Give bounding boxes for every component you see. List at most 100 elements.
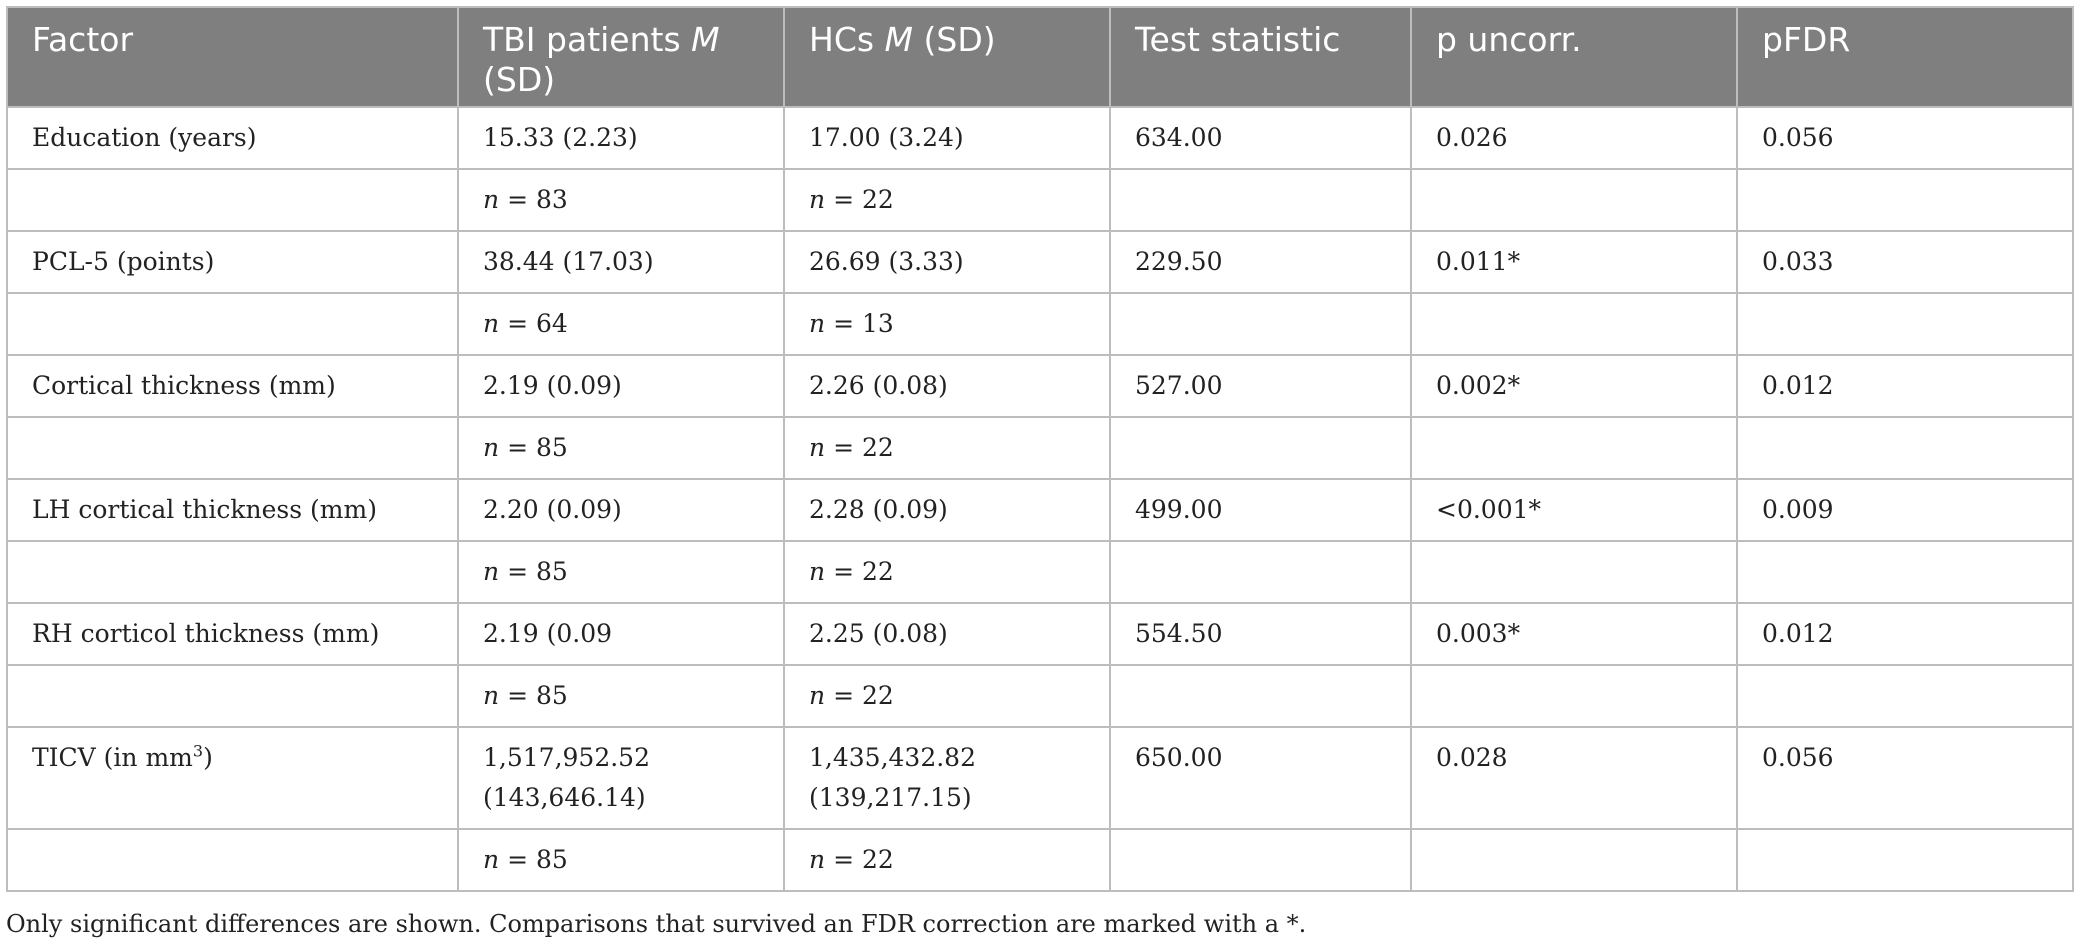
header-hcs-m: M (884, 20, 914, 59)
cell-empty (6, 828, 459, 892)
cell-tbi-n: n = 85 (457, 828, 785, 892)
cell-p-uncorr: 0.003* (1410, 602, 1738, 666)
n-label: n (483, 185, 500, 214)
cell-empty (6, 416, 459, 480)
cell-pfdr: 0.012 (1736, 354, 2074, 418)
n-value: = 22 (833, 845, 894, 874)
n-value: = 22 (833, 433, 894, 462)
header-pfdr: pFDR (1736, 6, 2074, 108)
cell-empty (1410, 168, 1738, 232)
cell-p-uncorr: 0.011* (1410, 230, 1738, 294)
cell-factor: RH corticol thickness (mm) (6, 602, 459, 666)
n-label: n (809, 557, 826, 586)
group-comparison-table: Factor TBI patients M (SD) HCs M (SD) Te… (6, 6, 2074, 892)
table-row: Education (years) 15.33 (2.23) 17.00 (3.… (6, 106, 2074, 170)
n-label: n (809, 309, 826, 338)
n-label: n (483, 433, 500, 462)
cell-p-uncorr: 0.026 (1410, 106, 1738, 170)
cell-empty (1109, 664, 1412, 728)
table-row: TICV (in mm3) 1,517,952.52 (143,646.14) 1… (6, 726, 2074, 830)
cell-empty (6, 540, 459, 604)
n-value: = 85 (507, 433, 568, 462)
cell-empty (6, 168, 459, 232)
cell-pfdr: 0.056 (1736, 106, 2074, 170)
n-value: = 22 (833, 557, 894, 586)
cell-empty (1736, 168, 2074, 232)
results-table-container: Factor TBI patients M (SD) HCs M (SD) Te… (6, 6, 2074, 892)
cell-tbi-mean: 38.44 (17.03) (457, 230, 785, 294)
cell-empty (1410, 292, 1738, 356)
n-value: = 85 (507, 557, 568, 586)
cell-p-uncorr: 0.002* (1410, 354, 1738, 418)
table-row-n: n = 85 n = 22 (6, 540, 2074, 604)
table-row: Cortical thickness (mm) 2.19 (0.09) 2.26… (6, 354, 2074, 418)
cell-tbi-mean: 2.19 (0.09 (457, 602, 785, 666)
n-label: n (809, 845, 826, 874)
cell-test-statistic: 527.00 (1109, 354, 1412, 418)
n-value: = 22 (833, 185, 894, 214)
cell-tbi-mean: 2.20 (0.09) (457, 478, 785, 542)
hcs-mean-line2: (139,217.15) (809, 783, 972, 812)
cell-pfdr: 0.012 (1736, 602, 2074, 666)
n-value: = 85 (507, 845, 568, 874)
cell-tbi-n: n = 85 (457, 416, 785, 480)
table-row: PCL-5 (points) 38.44 (17.03) 26.69 (3.33… (6, 230, 2074, 294)
n-value: = 83 (507, 185, 568, 214)
hcs-mean-line1: 1,435,432.82 (809, 743, 976, 772)
cell-factor: Education (years) (6, 106, 459, 170)
cell-tbi-mean: 1,517,952.52 (143,646.14) (457, 726, 785, 830)
factor-prefix: TICV (in mm (32, 743, 193, 772)
cell-factor: TICV (in mm3) (6, 726, 459, 830)
cell-empty (1410, 828, 1738, 892)
header-hcs-suffix: (SD) (913, 20, 996, 59)
cell-hcs-mean: 26.69 (3.33) (783, 230, 1111, 294)
cell-hcs-n: n = 22 (783, 664, 1111, 728)
tbi-mean-line2: (143,646.14) (483, 783, 646, 812)
n-label: n (483, 309, 500, 338)
header-tbi-suffix: (SD) (483, 60, 556, 99)
cell-tbi-n: n = 85 (457, 664, 785, 728)
cell-test-statistic: 554.50 (1109, 602, 1412, 666)
table-row: LH cortical thickness (mm) 2.20 (0.09) 2… (6, 478, 2074, 542)
table-row-n: n = 85 n = 22 (6, 664, 2074, 728)
cell-hcs-n: n = 22 (783, 540, 1111, 604)
cell-test-statistic: 499.00 (1109, 478, 1412, 542)
header-factor: Factor (6, 6, 459, 108)
table-row-n: n = 85 n = 22 (6, 828, 2074, 892)
n-label: n (809, 433, 826, 462)
cell-hcs-mean: 2.26 (0.08) (783, 354, 1111, 418)
cell-tbi-mean: 2.19 (0.09) (457, 354, 785, 418)
cell-empty (1109, 292, 1412, 356)
cell-pfdr: 0.033 (1736, 230, 2074, 294)
cell-hcs-n: n = 22 (783, 168, 1111, 232)
n-value: = 85 (507, 681, 568, 710)
table-row-n: n = 83 n = 22 (6, 168, 2074, 232)
n-value: = 13 (833, 309, 894, 338)
cell-empty (1736, 664, 2074, 728)
cell-hcs-n: n = 22 (783, 828, 1111, 892)
cell-hcs-n: n = 22 (783, 416, 1111, 480)
table-row-n: n = 64 n = 13 (6, 292, 2074, 356)
cell-tbi-mean: 15.33 (2.23) (457, 106, 785, 170)
table-footnote: Only significant differences are shown. … (6, 910, 1307, 938)
cell-factor: PCL-5 (points) (6, 230, 459, 294)
cell-p-uncorr: <0.001* (1410, 478, 1738, 542)
header-tbi-prefix: TBI patients (483, 20, 692, 59)
n-value: = 22 (833, 681, 894, 710)
cell-factor: LH cortical thickness (mm) (6, 478, 459, 542)
cell-hcs-mean: 1,435,432.82 (139,217.15) (783, 726, 1111, 830)
cell-empty (1736, 828, 2074, 892)
cell-empty (1109, 828, 1412, 892)
header-tbi-patients: TBI patients M (SD) (457, 6, 785, 108)
cell-empty (1410, 540, 1738, 604)
cell-empty (6, 664, 459, 728)
cell-empty (1109, 540, 1412, 604)
header-p-uncorr: p uncorr. (1410, 6, 1738, 108)
n-value: = 64 (507, 309, 568, 338)
cell-empty (1109, 168, 1412, 232)
cell-empty (1736, 416, 2074, 480)
cell-empty (6, 292, 459, 356)
cell-hcs-mean: 17.00 (3.24) (783, 106, 1111, 170)
cell-empty (1410, 664, 1738, 728)
table-row: RH corticol thickness (mm) 2.19 (0.09 2.… (6, 602, 2074, 666)
